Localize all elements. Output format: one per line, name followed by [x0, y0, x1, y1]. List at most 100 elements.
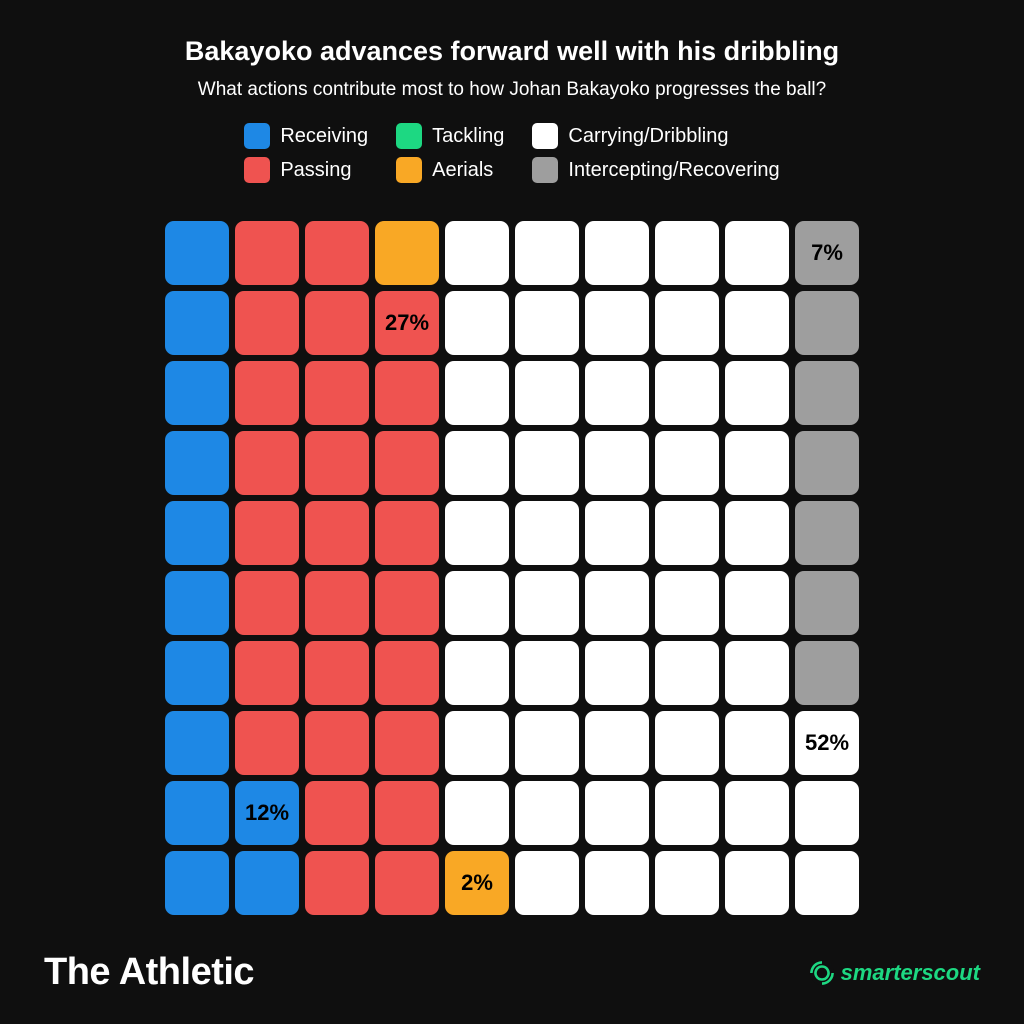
waffle-cell	[165, 431, 229, 495]
waffle-cell	[655, 781, 719, 845]
waffle-cell	[515, 221, 579, 285]
waffle-cell	[305, 711, 369, 775]
waffle-cell: 12%	[235, 781, 299, 845]
waffle-cell	[725, 361, 789, 425]
chart-subtitle: What actions contribute most to how Joha…	[40, 79, 984, 101]
waffle-cell	[445, 221, 509, 285]
legend-label: Carrying/Dribbling	[568, 125, 728, 148]
waffle-cell	[655, 571, 719, 635]
waffle-cell	[585, 781, 649, 845]
waffle-cell	[375, 431, 439, 495]
waffle-cell	[585, 711, 649, 775]
legend-label: Passing	[280, 159, 351, 182]
waffle-cell	[445, 781, 509, 845]
legend-label: Tackling	[432, 125, 504, 148]
waffle-cell	[235, 221, 299, 285]
waffle-cell	[235, 571, 299, 635]
cell-pct-label: 52%	[805, 730, 849, 756]
waffle-cell	[375, 571, 439, 635]
waffle-cell	[515, 361, 579, 425]
waffle-cell	[235, 501, 299, 565]
legend-label: Intercepting/Recovering	[568, 159, 779, 182]
waffle-grid: 7%27%52%12%2%	[165, 221, 859, 915]
waffle-cell	[795, 641, 859, 705]
waffle-cell	[375, 501, 439, 565]
waffle-cell: 52%	[795, 711, 859, 775]
waffle-cell	[445, 501, 509, 565]
chart-title: Bakayoko advances forward well with his …	[40, 36, 984, 67]
brand-smarterscout: smarterscout	[809, 960, 980, 986]
waffle-cell	[305, 571, 369, 635]
waffle-cell	[725, 431, 789, 495]
legend-swatch	[532, 123, 558, 149]
waffle-cell	[165, 641, 229, 705]
legend-item-aerials: Aerials	[396, 157, 504, 183]
waffle-cell	[655, 501, 719, 565]
legend-label: Aerials	[432, 159, 493, 182]
waffle-cell	[515, 851, 579, 915]
waffle-cell	[725, 291, 789, 355]
waffle-cell	[375, 711, 439, 775]
waffle-cell	[795, 291, 859, 355]
waffle-cell	[585, 851, 649, 915]
legend-item-receiving: Receiving	[244, 123, 368, 149]
waffle-cell	[515, 711, 579, 775]
waffle-cell	[655, 291, 719, 355]
waffle-cell	[725, 851, 789, 915]
waffle-cell	[235, 431, 299, 495]
waffle-cell	[725, 781, 789, 845]
legend-label: Receiving	[280, 125, 368, 148]
waffle-cell	[305, 431, 369, 495]
waffle-cell	[445, 361, 509, 425]
waffle-cell	[585, 641, 649, 705]
waffle-cell	[375, 641, 439, 705]
legend-swatch	[244, 157, 270, 183]
waffle-cell	[795, 571, 859, 635]
waffle-cell	[655, 221, 719, 285]
smarterscout-icon	[809, 960, 835, 986]
waffle-cell	[655, 851, 719, 915]
waffle-cell	[375, 781, 439, 845]
brand-smarterscout-text: smarterscout	[841, 960, 980, 986]
legend-swatch	[532, 157, 558, 183]
waffle-cell	[725, 571, 789, 635]
waffle-cell	[445, 571, 509, 635]
waffle-cell	[235, 291, 299, 355]
waffle-cell	[165, 501, 229, 565]
legend-item-carrying: Carrying/Dribbling	[532, 123, 779, 149]
waffle-cell	[725, 221, 789, 285]
waffle-cell	[515, 501, 579, 565]
waffle-cell	[515, 781, 579, 845]
waffle-cell	[445, 431, 509, 495]
waffle-cell	[795, 781, 859, 845]
waffle-cell	[725, 501, 789, 565]
waffle-cell	[375, 221, 439, 285]
waffle-cell	[235, 361, 299, 425]
waffle-cell	[235, 641, 299, 705]
waffle-cell	[515, 571, 579, 635]
waffle-cell	[585, 571, 649, 635]
waffle-cell	[795, 431, 859, 495]
waffle-cell	[235, 851, 299, 915]
waffle-cell	[305, 221, 369, 285]
waffle-cell	[515, 291, 579, 355]
brand-the-athletic: The Athletic	[44, 951, 254, 994]
waffle-cell	[655, 361, 719, 425]
legend-item-intercepting: Intercepting/Recovering	[532, 157, 779, 183]
waffle-cell	[585, 291, 649, 355]
waffle-cell	[165, 291, 229, 355]
waffle-cell	[585, 221, 649, 285]
waffle-cell	[305, 291, 369, 355]
waffle-cell: 7%	[795, 221, 859, 285]
waffle-cell	[305, 851, 369, 915]
waffle-cell	[375, 361, 439, 425]
waffle-cell	[165, 571, 229, 635]
legend-swatch	[396, 123, 422, 149]
waffle-cell: 2%	[445, 851, 509, 915]
waffle-cell	[445, 641, 509, 705]
waffle-cell	[235, 711, 299, 775]
chart-container: Bakayoko advances forward well with his …	[0, 0, 1024, 1024]
waffle-cell	[165, 221, 229, 285]
legend-swatch	[244, 123, 270, 149]
cell-pct-label: 2%	[461, 870, 493, 896]
